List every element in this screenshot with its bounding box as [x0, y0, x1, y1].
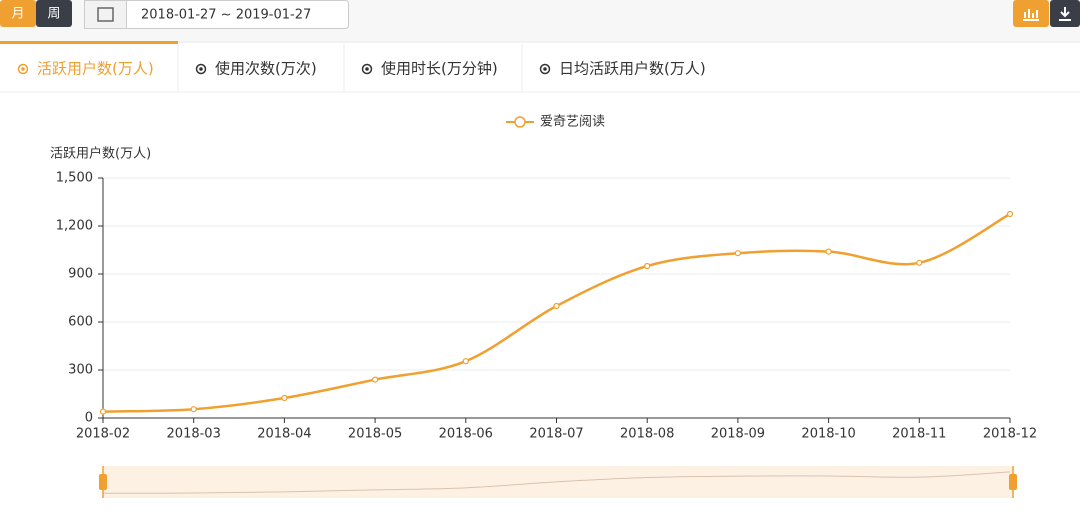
- x-tick-label: 2018-02: [76, 427, 130, 442]
- tab-label[interactable]: 活跃用户数(万人): [37, 60, 154, 78]
- y-tick-label: 1,200: [56, 219, 93, 234]
- data-line: [102, 212, 1011, 413]
- chart-button[interactable]: [1013, 0, 1049, 27]
- x-tick-label: 2018-09: [711, 427, 765, 442]
- active-tab-bar: [0, 41, 178, 44]
- tab-radio[interactable]: [195, 63, 207, 75]
- legend-marker[interactable]: [514, 116, 526, 128]
- x-tick-label: 2018-11: [892, 427, 946, 442]
- data-point[interactable]: [553, 302, 560, 310]
- tab-radio[interactable]: [17, 63, 29, 75]
- x-tick-label: 2018-03: [167, 427, 221, 442]
- y-tick-label: 900: [68, 267, 93, 282]
- x-tick-label: 2018-10: [801, 427, 855, 442]
- tab-radio-dot[interactable]: [199, 67, 203, 71]
- y-tick-label: 600: [68, 315, 93, 330]
- chart-icon: [1023, 9, 1039, 21]
- zoom-handle[interactable]: [1009, 474, 1017, 490]
- data-point[interactable]: [372, 376, 379, 383]
- x-tick-label: 2018-07: [529, 427, 583, 442]
- week-label[interactable]: 周: [47, 7, 60, 22]
- calendar-icon-box[interactable]: [84, 0, 127, 29]
- y-tick-label: 0: [85, 411, 93, 426]
- month-label[interactable]: 月: [11, 7, 24, 22]
- x-tick-label: 2018-08: [620, 427, 674, 442]
- tab-label[interactable]: 使用次数(万次): [215, 60, 317, 78]
- data-point[interactable]: [644, 262, 651, 270]
- zoom-handle[interactable]: [99, 474, 107, 490]
- tab-radio-dot[interactable]: [365, 67, 369, 71]
- y-axis-label: 活跃用户数(万人): [50, 146, 151, 162]
- zoom-line: [102, 471, 1011, 494]
- data-point[interactable]: [281, 394, 288, 402]
- y-tick-label: 300: [68, 363, 93, 378]
- tab-radio[interactable]: [539, 63, 551, 75]
- month-button[interactable]: [0, 0, 36, 27]
- y-tick-label: 1,500: [56, 171, 93, 186]
- tab-radio[interactable]: [361, 63, 373, 75]
- x-tick-label: 2018-04: [257, 427, 311, 442]
- tab-label[interactable]: 使用时长(万分钟): [381, 60, 498, 78]
- data-point[interactable]: [1006, 210, 1014, 218]
- tab-label[interactable]: 日均活跃用户数(万人): [559, 60, 706, 78]
- x-tick-label: 2018-12: [983, 427, 1037, 442]
- tab-radio-dot[interactable]: [543, 67, 547, 71]
- data-point[interactable]: [734, 250, 742, 257]
- data-point[interactable]: [916, 259, 923, 266]
- x-tick-label: 2018-06: [439, 427, 493, 442]
- data-point[interactable]: [99, 408, 107, 415]
- data-point[interactable]: [825, 248, 832, 255]
- data-point[interactable]: [190, 406, 197, 413]
- legend-label[interactable]: 爱奇艺阅读: [540, 114, 605, 130]
- week-button[interactable]: [36, 0, 72, 27]
- tab-radio-dot[interactable]: [21, 67, 25, 71]
- data-point[interactable]: [462, 358, 469, 365]
- x-tick-label: 2018-05: [348, 427, 402, 442]
- download-icon: [1059, 7, 1071, 21]
- calendar-icon: [97, 7, 114, 22]
- date-range[interactable]: 2018-01-27 ~ 2019-01-27: [141, 8, 311, 23]
